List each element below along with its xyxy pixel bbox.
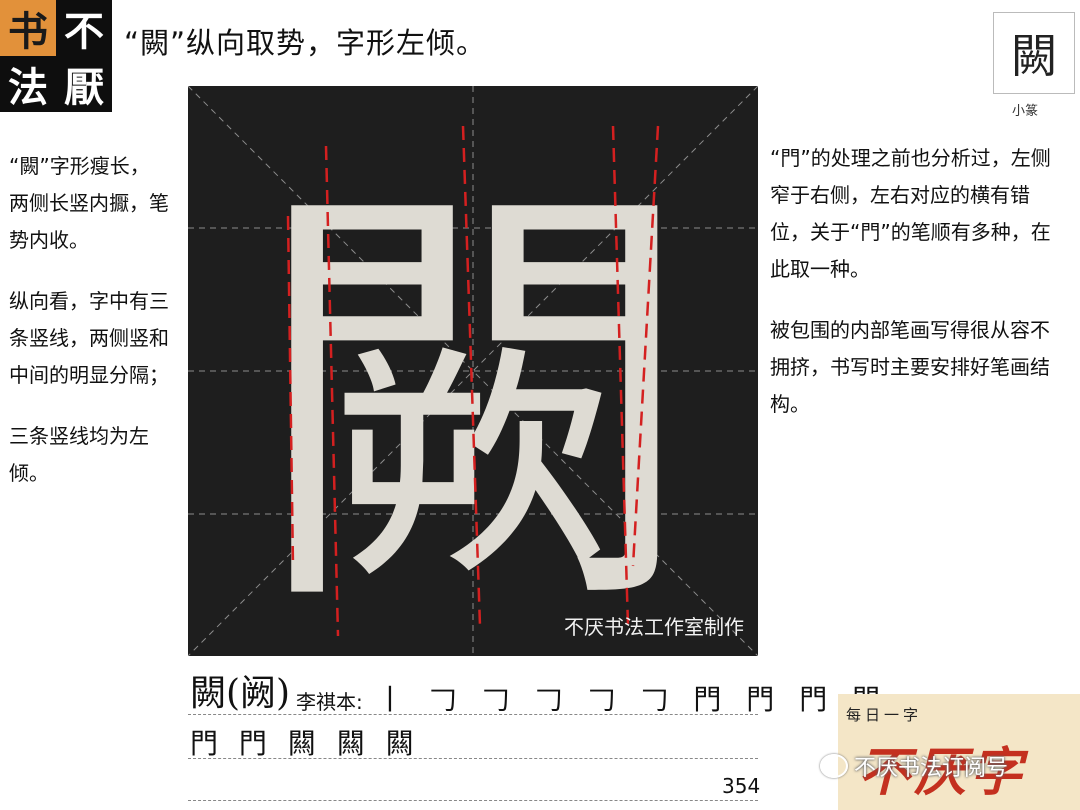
seal-label: 小篆 <box>1012 104 1039 119</box>
page-number: 354 <box>722 774 761 798</box>
logo: 书 不 法 厭 <box>0 0 112 112</box>
promo-label: 每日一字 <box>846 706 923 724</box>
guide-line <box>188 758 758 759</box>
left-note-2: 纵向看，字中有三条竖线，两侧竖和中间的明显分隔； <box>9 289 169 387</box>
guide-line <box>188 800 758 801</box>
calligraphy-rubbing: 闕 不厌书法工作室制作 <box>188 86 758 656</box>
promo-banner: 每日一字 不厌字 <box>838 694 1080 810</box>
right-notes: “門”的处理之前也分析过，左侧窄于右侧，左右对应的横有错位，关于“門”的笔顺有多… <box>770 140 1060 447</box>
seal-script-box: 闕 <box>993 12 1075 94</box>
logo-char-3: 法 <box>8 64 48 111</box>
stroke-order-row-1: 丨 𠃌 𠃌 𠃌 𠃌 𠃌 門 門 門 門 <box>376 683 889 716</box>
logo-char-4: 厭 <box>64 64 104 111</box>
wechat-text: 不厌书法订阅号 <box>854 756 1009 781</box>
page-title: “闕”纵向取势，字形左倾。 <box>124 26 487 60</box>
left-notes: “闕”字形瘦长，两侧长竖内擫，笔势内收。 纵向看，字中有三条竖线，两侧竖和中间的… <box>9 148 169 516</box>
rubbing-canvas: 闕 <box>188 86 758 656</box>
right-note-1: “門”的处理之前也分析过，左侧窄于右侧，左右对应的横有错位，关于“門”的笔顺有多… <box>770 146 1051 281</box>
character-title: 闕(阙) <box>190 673 291 714</box>
wechat-watermark: 不厌书法订阅号 <box>820 750 1008 782</box>
left-note-1: “闕”字形瘦长，两侧长竖内擫，笔势内收。 <box>9 154 169 252</box>
right-note-2: 被包围的内部笔画写得很从容不拥挤，书写时主要安排好笔画结构。 <box>770 318 1050 416</box>
guide-line <box>188 714 758 715</box>
stroke-order-row-2: 門 門 闗 闗 闗 <box>190 727 420 760</box>
source-label: 李祺本: <box>296 690 363 714</box>
logo-char-1: 书 <box>0 0 56 56</box>
logo-char-2: 不 <box>64 8 104 55</box>
promo-title: 不厌字 <box>858 742 1027 803</box>
rubbing-watermark: 不厌书法工作室制作 <box>564 615 744 639</box>
left-note-3: 三条竖线均为左倾。 <box>9 424 149 485</box>
wechat-icon <box>820 754 848 778</box>
seal-glyph: 闕 <box>1011 29 1057 83</box>
